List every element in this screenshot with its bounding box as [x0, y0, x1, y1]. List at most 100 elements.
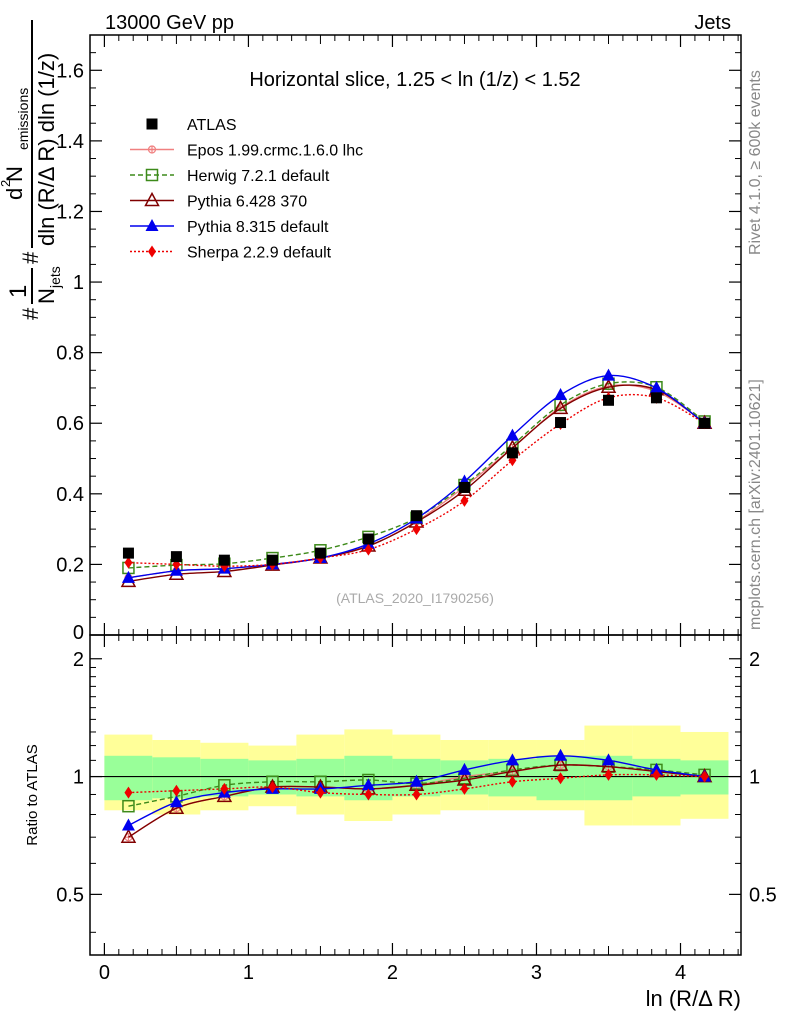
legend-label-sherpa: Sherpa 2.2.9 default — [187, 245, 332, 262]
x-tick-label: 4 — [675, 962, 686, 984]
side-label-top: Rivet 4.1.0, ≥ 600k events — [747, 70, 764, 255]
data-point-sherpa — [364, 543, 373, 556]
y-tick-label: 0.6 — [56, 413, 84, 435]
ratio-point-pythia8 — [554, 748, 568, 761]
ratio-point-pythia8 — [410, 774, 424, 787]
y-label-frac2-main: N — [2, 166, 27, 182]
data-point-sherpa — [124, 556, 133, 569]
ratio-point-sherpa — [556, 772, 565, 785]
x-axis-label: ln (R/Δ R) — [646, 986, 741, 1011]
ratio-uncertainty-bands — [90, 725, 741, 826]
x-tick-label: 1 — [243, 962, 254, 984]
y-tick-label: 0.2 — [56, 554, 84, 576]
legend-marker-sherpa — [148, 245, 156, 258]
side-label-bottom: mcplots.cern.ch [arXiv:2401.10621] — [747, 379, 764, 630]
data-point-atlas — [122, 547, 134, 559]
ratio-tick-label-right: 2 — [749, 649, 760, 671]
ratio-point-sherpa — [364, 788, 373, 801]
main-panel: 0.2 0.4 0.6 0.8 1 1.2 1.4 1.6 0 Horizontal slice… — [56, 34, 742, 644]
data-point-atlas — [362, 533, 374, 545]
ratio-point-sherpa — [460, 782, 469, 795]
y-label-frac2-prefix: d — [2, 188, 27, 200]
ratio-point-sherpa — [268, 781, 277, 794]
y-label-frac2-sub: emissions — [15, 88, 31, 150]
y-label-frac2-den: dln (R/Δ R) dln (1/z) — [34, 53, 59, 246]
watermark: (ATLAS_2020_I1790256) — [336, 590, 494, 606]
ratio-point-pythia8 — [601, 753, 615, 766]
data-point-atlas — [314, 547, 326, 559]
ratio-tick-label: 0.5 — [56, 884, 84, 906]
main-axis-ticks: 0.2 0.4 0.6 0.8 1 1.2 1.4 1.6 0 — [56, 52, 741, 644]
ratio-point-pythia8 — [505, 753, 519, 766]
y-label-frac1-den-sub: jets — [47, 266, 63, 289]
ratio-point-sherpa — [700, 770, 709, 783]
ratio-point-pythia6 — [120, 828, 137, 843]
ratio-tick-label-right: 0.5 — [749, 884, 777, 906]
data-point-atlas — [170, 551, 182, 563]
data-point-atlas — [458, 481, 470, 493]
legend-marker-pythia8 — [145, 219, 159, 231]
ratio-panel-frame — [89, 634, 742, 956]
main-series-group — [120, 368, 713, 588]
legend: ATLAS Epos 1.99.crmc.1.6.0 lhc Herwig 7.2.… — [130, 117, 363, 262]
ratio-tick-label: 1 — [73, 767, 84, 789]
ratio-point-sherpa — [412, 788, 421, 801]
y-tick-label-zero: 0 — [73, 622, 84, 644]
y-axis-label-main: # 1 N jets # d 2 N emissions dln (R/Δ R)… — [0, 20, 63, 320]
ratio-panel: 0.5 0.5 1 1 2 2 — [56, 634, 777, 956]
y-tick-label: 1.2 — [56, 201, 84, 223]
legend-marker-herwig — [145, 168, 159, 182]
ratio-point-sherpa — [172, 784, 181, 797]
ratio-point-sherpa — [124, 786, 133, 799]
ratio-point-pythia6 — [552, 756, 569, 771]
y-label-frac1-num: 1 — [5, 285, 32, 298]
ratio-point-pythia6 — [168, 799, 185, 814]
y-tick-label: 0.4 — [56, 484, 84, 506]
series-line-sherpa — [128, 393, 705, 567]
header-left: 13000 GeV pp — [105, 12, 234, 34]
legend-label-atlas: ATLAS — [187, 117, 237, 134]
data-point-pythia8 — [601, 368, 615, 381]
data-point-pythia8 — [554, 388, 568, 400]
ratio-tick-label-right: 1 — [749, 767, 760, 789]
data-point-atlas — [602, 394, 614, 406]
legend-label-pythia8: Pythia 8.315 default — [187, 219, 329, 236]
data-point-pythia8 — [121, 570, 135, 583]
ratio-point-sherpa — [316, 786, 325, 799]
y-label-frac1-den: N — [34, 288, 59, 304]
ratio-point-sherpa — [604, 768, 613, 781]
data-point-pythia8 — [505, 428, 519, 441]
series-line-epos — [128, 384, 705, 579]
data-point-atlas — [555, 417, 567, 429]
data-point-sherpa — [460, 494, 469, 507]
y-tick-label: 1.4 — [56, 131, 84, 153]
legend-label-epos: Epos 1.99.crmc.1.6.0 lhc — [187, 143, 363, 160]
legend-label-pythia6: Pythia 6.428 370 — [187, 194, 307, 211]
y-axis-label-ratio: Ratio to ATLAS — [24, 744, 41, 845]
ratio-point-pythia8 — [121, 818, 135, 831]
ratio-point-pythia8 — [169, 795, 183, 808]
x-axis-ticks: 0 1 2 3 4 — [89, 35, 739, 984]
series-line-pythia8 — [128, 374, 705, 579]
y-label-hash-2: # — [18, 251, 43, 264]
header-right: Jets — [694, 12, 731, 34]
data-point-sherpa — [412, 523, 421, 536]
ratio-point-pythia8 — [457, 762, 471, 775]
data-point-atlas — [506, 447, 518, 459]
plot-title: Horizontal slice, 1.25 < ln (1/z) < 1.52 — [249, 69, 580, 91]
series-line-pythia6 — [128, 384, 705, 583]
ratio-point-sherpa — [220, 782, 229, 795]
ratio-point-sherpa — [652, 768, 661, 781]
series-line-herwig — [128, 381, 705, 569]
legend-marker-pythia6 — [144, 191, 160, 207]
x-tick-label: 3 — [531, 962, 542, 984]
data-point-atlas — [218, 554, 230, 566]
ratio-point-pythia8 — [361, 778, 375, 791]
y-label-hash: # — [18, 307, 43, 320]
ratio-tick-label: 2 — [73, 649, 84, 671]
y-label-frac2-sup: 2 — [0, 180, 13, 187]
y-tick-label: 0.8 — [56, 343, 84, 365]
y-tick-label: 1 — [73, 272, 84, 294]
data-point-atlas — [650, 392, 662, 404]
